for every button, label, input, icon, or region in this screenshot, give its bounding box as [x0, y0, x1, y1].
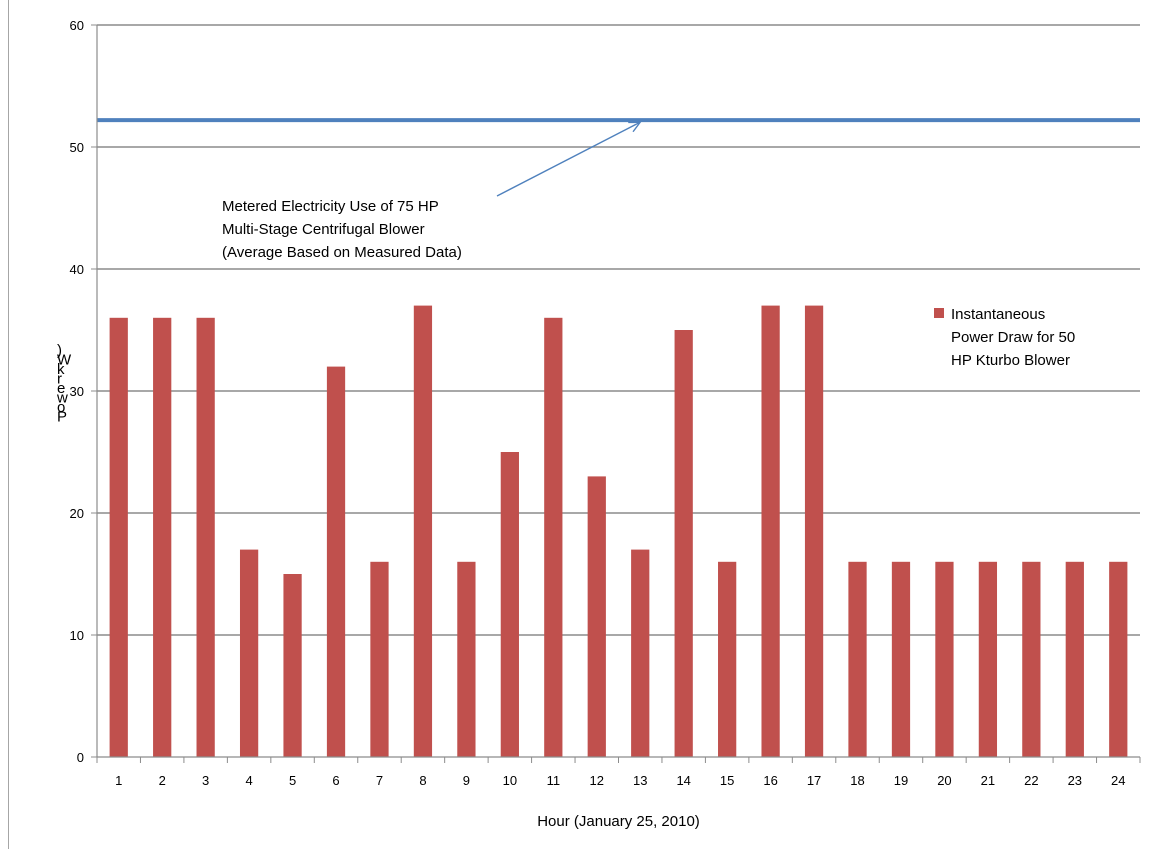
- legend-label: HP Kturbo Blower: [951, 352, 1070, 369]
- axes: [91, 24, 1141, 763]
- x-tick-label: 24: [1111, 773, 1125, 788]
- bar: [413, 305, 433, 757]
- bar: [848, 561, 867, 757]
- annotation-line: Multi-Stage Centrifugal Blower: [222, 221, 425, 238]
- x-tick-label: 2: [159, 773, 166, 788]
- y-axis-title-glyph: ): [57, 342, 62, 359]
- x-tick-label: 17: [807, 773, 821, 788]
- x-tick-label: 8: [419, 773, 426, 788]
- legend: Instantaneous Power Draw for 50 HP Kturbo …: [934, 306, 1075, 369]
- x-tick-label: 10: [503, 773, 517, 788]
- y-tick-label: 30: [70, 384, 84, 399]
- y-tick-label: 20: [70, 506, 84, 521]
- annotation-arrow-shaft: [496, 121, 641, 197]
- x-tick-label: 20: [937, 773, 951, 788]
- x-tick-label: 13: [633, 773, 647, 788]
- y-tick-label: 60: [70, 18, 84, 33]
- x-tick-label: 7: [376, 773, 383, 788]
- x-tick-label: 9: [463, 773, 470, 788]
- legend-swatch: [934, 308, 944, 318]
- x-tick-label: 19: [894, 773, 908, 788]
- x-tick-label: 16: [763, 773, 777, 788]
- bar: [935, 561, 954, 757]
- y-tick-label: 0: [77, 750, 84, 765]
- x-tick-label: 21: [981, 773, 995, 788]
- bar: [457, 561, 476, 757]
- bars: [109, 305, 1128, 757]
- bar: [326, 366, 346, 757]
- y-axis-title-glyph: r: [57, 371, 62, 388]
- x-tick-label: 14: [676, 773, 690, 788]
- y-axis-title-glyph: k: [57, 361, 65, 378]
- bar: [718, 561, 737, 757]
- x-tick-label: 18: [850, 773, 864, 788]
- annotation-arrow-head: [628, 121, 642, 133]
- bar: [544, 317, 563, 757]
- y-axis-title-glyph: e: [57, 380, 65, 397]
- x-tick-label: 22: [1024, 773, 1038, 788]
- bar: [239, 549, 259, 757]
- bar: [109, 317, 128, 757]
- x-tick-label: 11: [547, 773, 561, 788]
- x-tick-label: 1: [115, 773, 122, 788]
- y-axis-title-glyph: o: [57, 399, 65, 416]
- bar: [196, 317, 215, 757]
- y-tick-label: 50: [70, 140, 84, 155]
- bar: [153, 317, 172, 757]
- x-tick-label: 4: [245, 773, 252, 788]
- bar: [674, 330, 693, 757]
- bar: [283, 574, 302, 757]
- y-tick-label: 10: [70, 628, 84, 643]
- legend-label: Instantaneous: [951, 306, 1045, 323]
- bar: [500, 452, 519, 757]
- x-tick-label: 12: [590, 773, 604, 788]
- bar: [761, 305, 780, 757]
- x-tick-label: 23: [1068, 773, 1082, 788]
- bar: [587, 476, 606, 757]
- y-axis-title-glyph: W: [57, 352, 72, 369]
- y-axis-title-glyph: w: [56, 390, 68, 407]
- x-tick-label: 3: [202, 773, 209, 788]
- legend-label: Power Draw for 50: [951, 329, 1075, 346]
- bar: [978, 561, 998, 757]
- x-tick-label: 6: [332, 773, 339, 788]
- chart-frame: [8, 0, 1158, 849]
- y-axis-title-glyph: P: [57, 409, 67, 426]
- bar: [804, 305, 824, 757]
- y-tick-label: 40: [70, 262, 84, 277]
- bar: [370, 561, 389, 757]
- x-axis-title: Hour (January 25, 2010): [537, 813, 700, 830]
- bar: [1022, 561, 1041, 757]
- bar: [631, 549, 650, 757]
- bar: [1065, 561, 1084, 757]
- bar: [1109, 561, 1128, 757]
- bar: [891, 561, 911, 757]
- annotation-line: (Average Based on Measured Data): [222, 244, 462, 261]
- annotation-group: Metered Electricity Use of 75 HP Multi-St…: [222, 121, 642, 261]
- x-tick-label: 5: [289, 773, 296, 788]
- x-tick-label: 15: [720, 773, 734, 788]
- annotation-line: Metered Electricity Use of 75 HP: [222, 198, 439, 215]
- gridlines: [97, 24, 1140, 636]
